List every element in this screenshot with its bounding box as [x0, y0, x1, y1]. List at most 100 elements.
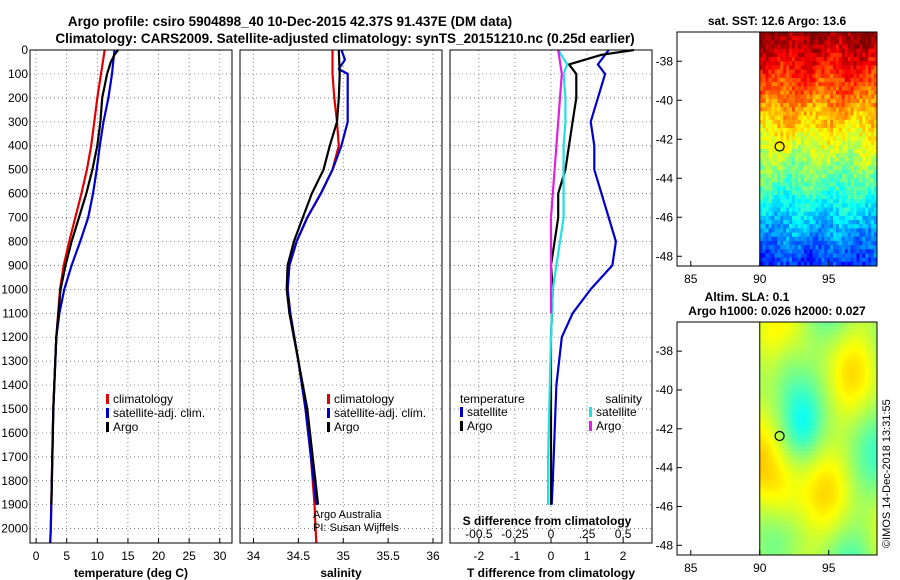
map-cell: [803, 363, 808, 369]
map-cell: [850, 342, 854, 348]
map-cell: [759, 153, 764, 158]
map-cell: [868, 475, 872, 481]
map-cell: [874, 413, 878, 419]
map-cell: [841, 140, 846, 146]
map-cell: [809, 178, 813, 183]
map-cell: [786, 94, 790, 100]
map-cell: [786, 161, 790, 167]
map-cell: [783, 496, 787, 502]
map-cell: [821, 538, 825, 543]
map-cell: [856, 186, 860, 192]
map-cell: [835, 194, 840, 200]
map-cell: [844, 371, 849, 377]
map-cell: [812, 509, 816, 514]
map-cell: [874, 153, 878, 158]
map-cell: [797, 401, 802, 406]
map-cell: [800, 475, 805, 481]
map-cell: [835, 61, 840, 66]
map-cell: [794, 401, 799, 406]
map-cell: [847, 165, 852, 171]
map-cell: [771, 186, 775, 192]
map-cell: [859, 111, 863, 116]
map-cell: [794, 384, 799, 389]
map-cell: [862, 144, 866, 150]
map-cell: [765, 40, 769, 45]
map-cell: [841, 430, 846, 435]
map-cell: [768, 165, 772, 171]
map-cell: [856, 178, 860, 183]
map-cell: [797, 103, 802, 108]
map-cell: [759, 334, 764, 340]
map-cell: [777, 330, 781, 335]
map-cell: [862, 455, 866, 460]
map-cell: [783, 413, 787, 419]
series-line-argo: [285, 49, 341, 505]
map-cell: [797, 459, 802, 464]
map-cell: [824, 61, 828, 66]
map-cell: [871, 380, 875, 385]
map-cell: [850, 409, 854, 414]
map-cell: [768, 207, 772, 213]
map-cell: [862, 401, 866, 406]
map-cell: [765, 32, 769, 37]
map-cell: [792, 174, 796, 179]
map-cell: [774, 459, 778, 464]
map-cell: [803, 136, 808, 142]
map-cell: [859, 253, 863, 259]
map-cell: [806, 86, 810, 91]
map-cell: [868, 190, 872, 196]
map-cell: [797, 517, 802, 523]
map-cell: [841, 550, 846, 556]
map-cell: [809, 480, 813, 485]
map-cell: [818, 480, 822, 485]
map-cell: [821, 521, 825, 527]
map-cell: [818, 77, 822, 83]
map-cell: [786, 471, 790, 477]
map-cell: [783, 57, 787, 62]
map-cell: [859, 203, 863, 208]
map-cell: [809, 57, 813, 62]
map-cell: [844, 346, 849, 352]
map-cell: [815, 153, 819, 158]
map-cell: [812, 384, 816, 389]
map-cell: [833, 455, 837, 460]
map-cell: [812, 98, 816, 104]
map-cell: [821, 186, 825, 192]
map-cell: [868, 215, 872, 221]
map-cell: [780, 459, 784, 464]
map-cell: [792, 459, 796, 464]
map-cell: [812, 538, 816, 543]
map-cell: [812, 467, 816, 473]
map-cell: [777, 57, 781, 62]
map-cell: [783, 215, 787, 221]
map-cell: [859, 98, 863, 104]
map-cell: [847, 261, 852, 267]
map-cell: [797, 144, 802, 150]
map-cell: [850, 140, 854, 146]
map-cell: [794, 149, 799, 154]
map-cell: [794, 430, 799, 435]
map-cell: [765, 220, 769, 225]
map-cell: [827, 346, 831, 352]
map-cell: [847, 417, 852, 423]
map-cell: [853, 132, 857, 137]
map-cell: [874, 534, 878, 539]
map-cell: [835, 144, 840, 150]
map-cell: [786, 421, 790, 427]
map-cell: [783, 334, 787, 340]
map-cell: [800, 534, 805, 539]
credit-line1: Argo Australia: [313, 509, 382, 521]
map-cell: [786, 174, 790, 179]
map-cell: [856, 322, 860, 327]
map-cell: [759, 61, 764, 66]
map-cell: [841, 346, 846, 352]
map-cell: [792, 44, 796, 50]
map-cell: [841, 417, 846, 423]
map-cell: [838, 459, 843, 464]
map-cell: [833, 359, 837, 365]
map-cell: [797, 513, 802, 518]
map-cell: [847, 169, 852, 175]
map-cell: [835, 359, 840, 365]
map-cell: [765, 194, 769, 200]
map-cell: [841, 128, 846, 133]
